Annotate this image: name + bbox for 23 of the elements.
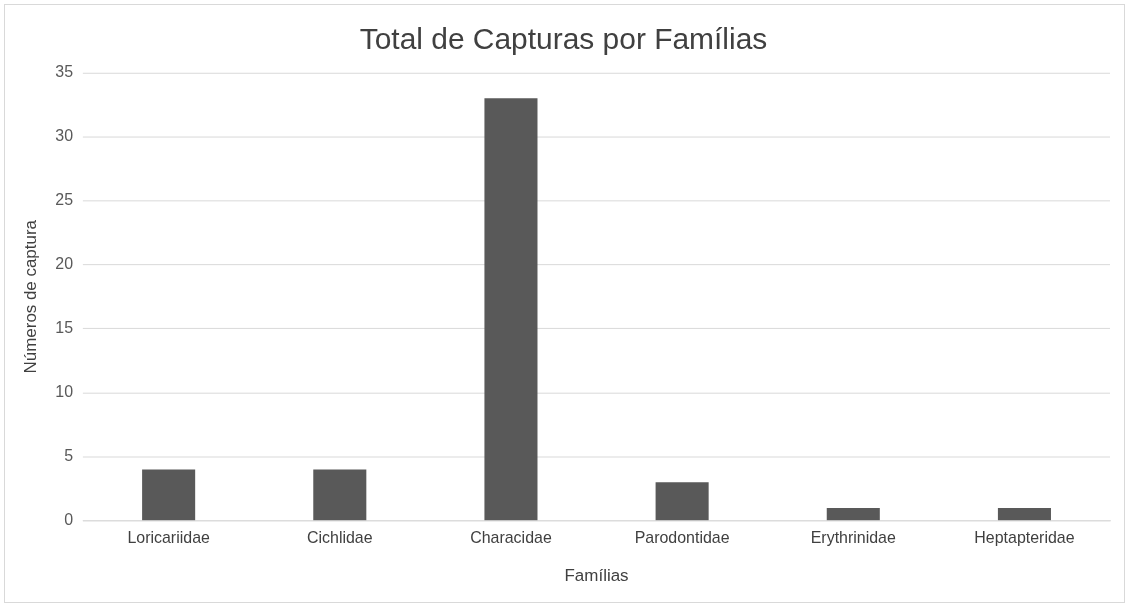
bar [313,469,367,521]
bar [142,469,196,521]
y-tick-label: 15 [55,319,74,337]
y-tick-label: 10 [55,383,74,401]
x-tick-label: Loricariidae [127,528,210,546]
x-tick-label: Parodontidae [634,528,730,546]
chart-title: Total de Capturas por Famílias [359,22,768,56]
y-tick-label: 35 [55,63,74,81]
y-tick-label: 20 [55,255,74,273]
x-tick-label: Cichlidae [306,528,373,546]
bar [484,98,538,521]
bar [655,482,709,521]
bar [997,507,1051,521]
x-axis-title: Famílias [564,565,629,585]
y-tick-label: 5 [64,447,74,465]
x-tick-label: Erythrinidae [810,528,896,546]
y-axis-title: Números de captura [20,219,40,374]
y-tick-label: 30 [55,127,74,145]
y-tick-label: 25 [55,191,74,209]
x-tick-label: Heptapteridae [974,528,1075,546]
y-tick-label: 0 [64,511,74,529]
x-tick-label: Characidae [470,528,552,546]
bar [826,507,880,521]
